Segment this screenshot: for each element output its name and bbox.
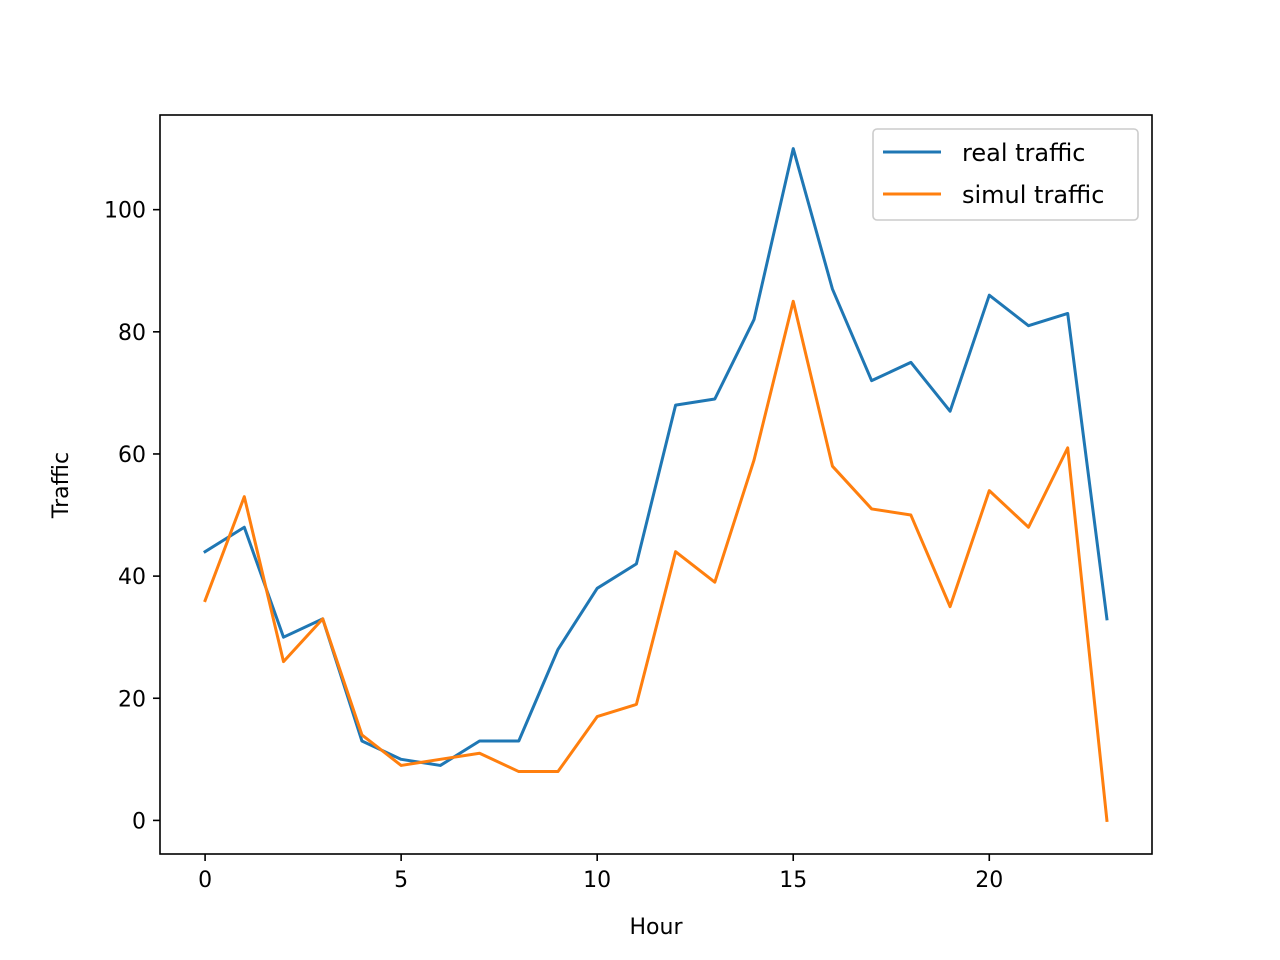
x-tick-label: 15 [779, 868, 807, 893]
legend-label-simul-traffic: simul traffic [962, 181, 1104, 209]
y-tick-label: 100 [104, 199, 146, 224]
series-line-real-traffic [203, 147, 1109, 767]
plot-frame [159, 114, 1153, 855]
x-tick-label: 20 [975, 868, 1003, 893]
y-tick-label: 40 [118, 565, 146, 590]
ticks-layer: 0 5 10 15 20 0 20 40 60 80 100 [104, 199, 1003, 893]
series-layer [203, 147, 1109, 823]
x-tick-label: 5 [394, 868, 408, 893]
x-tick-label: 0 [198, 868, 212, 893]
series-line-simul-traffic [203, 299, 1109, 823]
y-tick-label: 0 [132, 809, 146, 834]
x-tick-label: 10 [583, 868, 611, 893]
y-tick-label: 80 [118, 321, 146, 346]
y-axis-label: Traffic [49, 452, 74, 519]
y-tick-label: 20 [118, 687, 146, 712]
y-tick-label: 60 [118, 443, 146, 468]
x-axis-label: Hour [630, 915, 684, 940]
legend: real traffic simul traffic [872, 128, 1139, 221]
legend-label-real-traffic: real traffic [962, 139, 1086, 167]
